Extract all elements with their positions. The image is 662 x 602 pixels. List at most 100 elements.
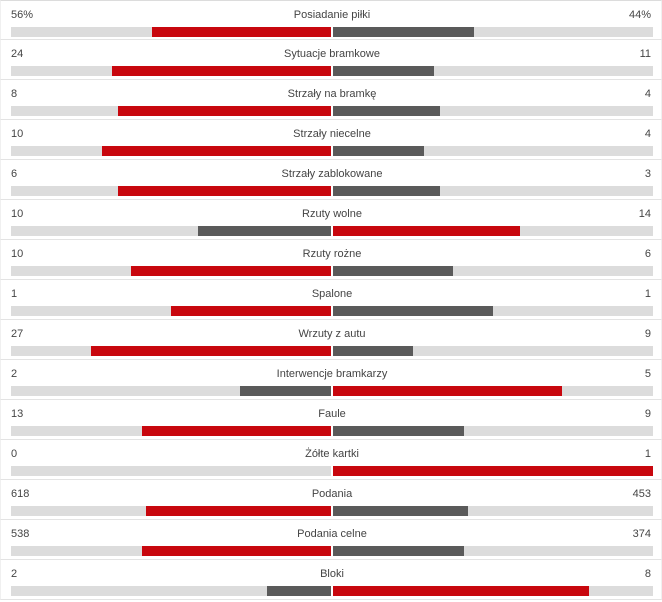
away-bar: [333, 146, 424, 156]
away-bar: [333, 386, 562, 396]
stat-row: 1 Spalone 1: [0, 280, 662, 320]
home-bar: [118, 186, 331, 196]
away-bar-track: [333, 186, 653, 196]
away-bar: [333, 546, 464, 556]
stat-label: Strzały niecelne: [293, 128, 371, 140]
home-value: 0: [11, 448, 18, 460]
stat-label: Wrzuty z autu: [298, 328, 366, 340]
stat-row: 56% Posiadanie piłki 44%: [0, 0, 662, 40]
home-bar: [142, 546, 331, 556]
home-bar: [112, 66, 331, 76]
away-bar-track: [333, 106, 653, 116]
home-value: 2: [11, 368, 18, 380]
stat-row: 10 Strzały niecelne 4: [0, 120, 662, 160]
stat-row: 8 Strzały na bramkę 4: [0, 80, 662, 120]
away-value: 1: [644, 448, 651, 460]
home-bar-track: [11, 506, 331, 516]
away-value: 9: [644, 328, 651, 340]
away-bar-track: [333, 266, 653, 276]
home-bar-track: [11, 226, 331, 236]
home-bar-track: [11, 27, 331, 37]
away-bar-track: [333, 27, 653, 37]
away-bar-track: [333, 466, 653, 476]
away-bar: [333, 66, 434, 76]
stat-label: Bloki: [320, 568, 344, 580]
home-value: 618: [11, 488, 30, 500]
away-bar: [333, 106, 440, 116]
home-bar-track: [11, 586, 331, 596]
home-bar: [171, 306, 331, 316]
away-bar-track: [333, 306, 653, 316]
away-bar: [333, 27, 474, 37]
away-bar-track: [333, 546, 653, 556]
stat-row: 538 Podania celne 374: [0, 520, 662, 560]
home-bar: [152, 27, 331, 37]
away-value: 14: [638, 208, 651, 220]
away-value: 453: [632, 488, 651, 500]
stat-row: 10 Rzuty wolne 14: [0, 200, 662, 240]
home-bar-track: [11, 106, 331, 116]
home-bar: [102, 146, 331, 156]
away-value: 3: [644, 168, 651, 180]
stat-row: 13 Faule 9: [0, 400, 662, 440]
home-value: 1: [11, 288, 18, 300]
home-bar-track: [11, 66, 331, 76]
away-bar-track: [333, 226, 653, 236]
home-bar-track: [11, 346, 331, 356]
home-bar-track: [11, 466, 331, 476]
home-value: 10: [11, 128, 24, 140]
stat-label: Podania: [311, 488, 353, 500]
stat-label: Podania celne: [297, 528, 367, 540]
home-value: 6: [11, 168, 18, 180]
home-value: 56%: [11, 9, 34, 21]
away-value: 44%: [628, 9, 651, 21]
away-bar: [333, 306, 493, 316]
home-value: 13: [11, 408, 24, 420]
away-bar-track: [333, 426, 653, 436]
stat-row: 2 Bloki 8: [0, 560, 662, 600]
away-bar: [333, 466, 653, 476]
away-bar-track: [333, 146, 653, 156]
stat-label: Żółte kartki: [305, 448, 359, 460]
away-value: 11: [639, 48, 651, 60]
home-value: 2: [11, 568, 18, 580]
away-bar: [333, 426, 464, 436]
stat-label: Strzały na bramkę: [287, 88, 377, 100]
away-bar: [333, 346, 413, 356]
stat-label: Rzuty wolne: [302, 208, 362, 220]
stat-row: 6 Strzały zablokowane 3: [0, 160, 662, 200]
away-bar-track: [333, 386, 653, 396]
stat-label: Sytuacje bramkowe: [284, 48, 380, 60]
home-value: 8: [11, 88, 18, 100]
home-bar: [240, 386, 331, 396]
home-bar-track: [11, 306, 331, 316]
away-bar: [333, 226, 520, 236]
stat-label: Rzuty rożne: [302, 248, 362, 260]
stat-label: Faule: [318, 408, 346, 420]
stat-label: Posiadanie piłki: [293, 9, 371, 21]
away-value: 6: [644, 248, 651, 260]
home-bar-track: [11, 146, 331, 156]
home-bar: [198, 226, 331, 236]
away-bar-track: [333, 66, 653, 76]
away-value: 4: [644, 88, 651, 100]
home-bar: [146, 506, 331, 516]
away-bar: [333, 586, 589, 596]
stat-row: 24 Sytuacje bramkowe 11: [0, 40, 662, 80]
stat-row: 0 Żółte kartki 1: [0, 440, 662, 480]
home-bar-track: [11, 426, 331, 436]
away-bar-track: [333, 346, 653, 356]
home-bar: [267, 586, 331, 596]
home-bar: [131, 266, 331, 276]
away-value: 1: [644, 288, 651, 300]
away-bar-track: [333, 506, 653, 516]
home-bar: [91, 346, 331, 356]
home-value: 10: [11, 208, 24, 220]
away-bar: [333, 266, 453, 276]
stat-label: Interwencje bramkarzy: [276, 368, 388, 380]
away-bar-track: [333, 586, 653, 596]
stat-row: 10 Rzuty rożne 6: [0, 240, 662, 280]
home-value: 10: [11, 248, 24, 260]
stat-label: Strzały zablokowane: [281, 168, 383, 180]
